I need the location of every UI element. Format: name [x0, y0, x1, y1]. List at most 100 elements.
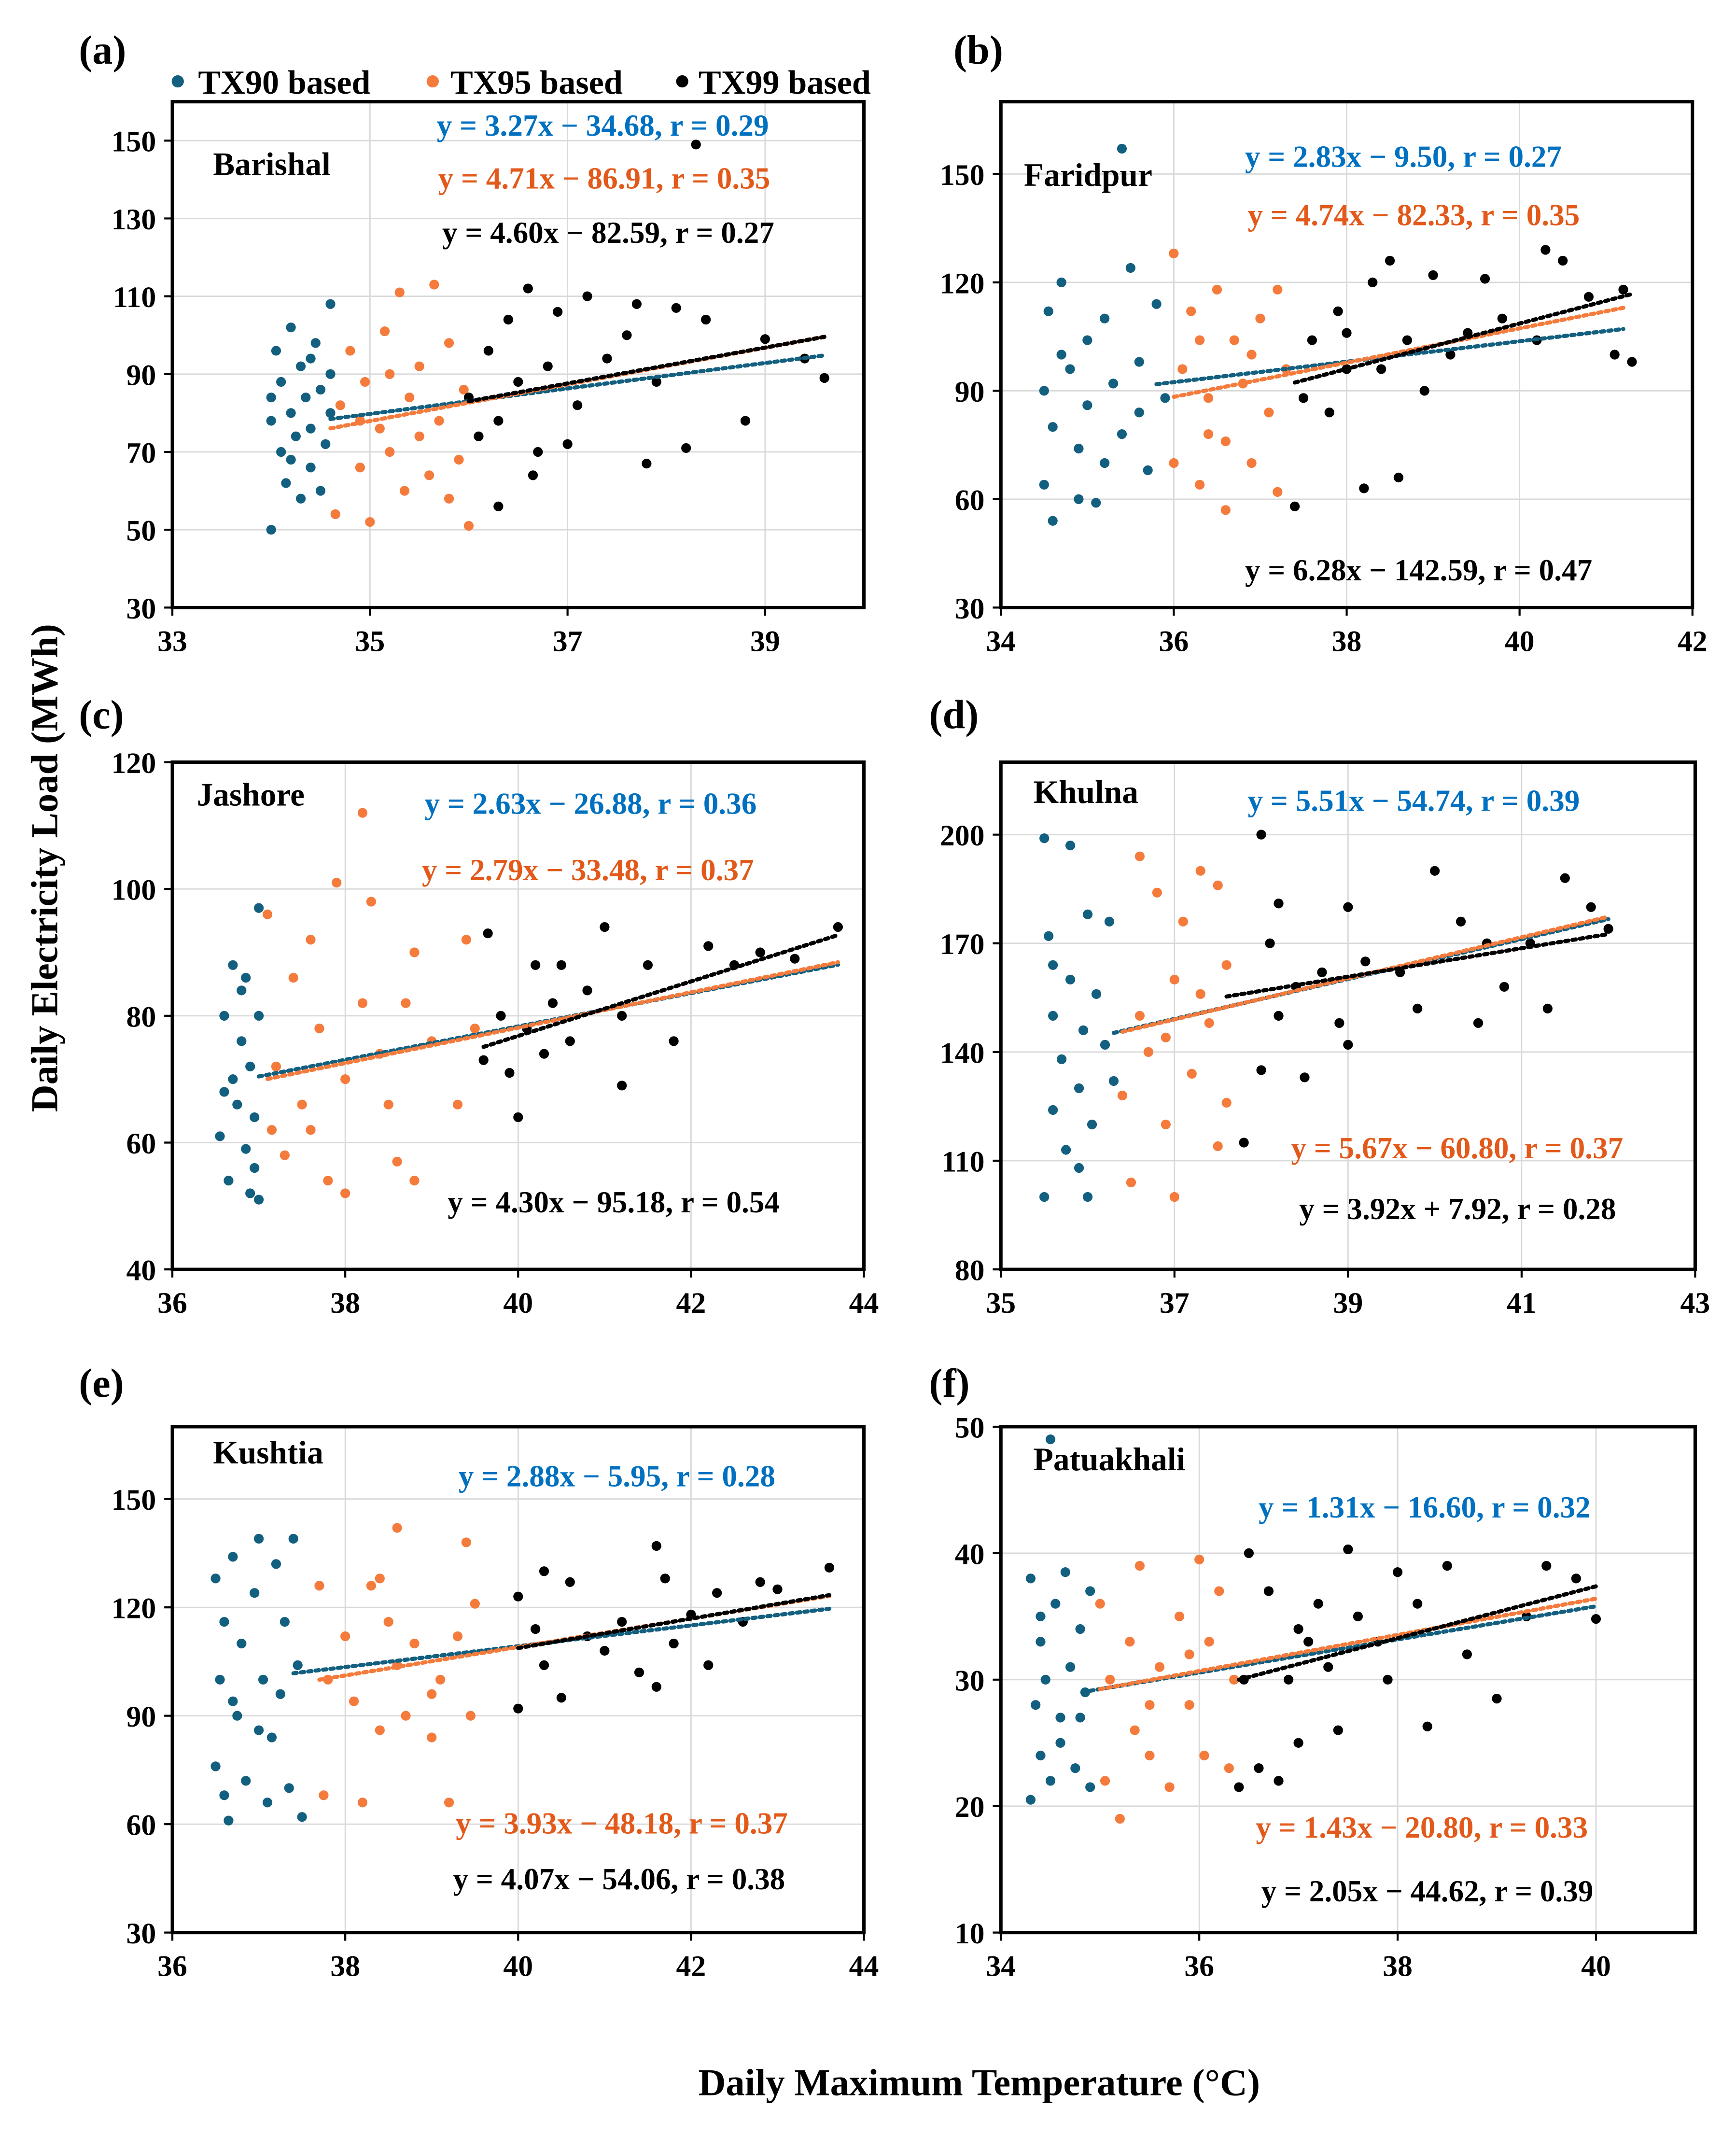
data-point [1203, 429, 1214, 439]
data-point [253, 1533, 264, 1544]
data-point [253, 1011, 264, 1021]
data-point [275, 1689, 285, 1699]
data-point [284, 1783, 294, 1793]
data-point [1050, 1599, 1061, 1609]
data-point [1392, 1567, 1403, 1577]
data-point [496, 1011, 506, 1021]
data-point [1627, 357, 1637, 367]
y-tick-label: 20 [955, 1791, 985, 1824]
data-point [228, 960, 238, 970]
data-point [1048, 960, 1058, 970]
data-point [1184, 1700, 1194, 1710]
data-point [340, 1074, 350, 1084]
data-point [701, 314, 711, 325]
data-point [392, 1156, 402, 1166]
data-point [474, 431, 484, 441]
data-point [539, 1049, 549, 1059]
data-point [271, 1061, 281, 1072]
data-point [493, 416, 504, 426]
data-point [271, 1559, 281, 1569]
station-title: Khulna [1034, 774, 1138, 810]
data-point [1195, 989, 1205, 999]
regression-equation: y = 1.31x − 16.60, r = 0.32 [1259, 1490, 1591, 1524]
data-point [1456, 916, 1466, 927]
data-point [375, 1574, 385, 1584]
regression-equation: y = 2.88x − 5.95, r = 0.28 [459, 1460, 775, 1493]
data-point [461, 935, 471, 945]
data-point [414, 361, 424, 371]
data-point [1497, 313, 1507, 323]
data-point [444, 338, 454, 348]
data-point [1246, 458, 1257, 468]
data-point [1195, 479, 1205, 490]
data-point [1558, 255, 1568, 266]
data-point [1095, 1599, 1105, 1609]
y-tick-label: 60 [955, 484, 985, 517]
data-point [642, 459, 652, 469]
data-point [1044, 931, 1054, 941]
data-point [703, 1660, 714, 1670]
data-point [250, 1588, 260, 1598]
data-point [297, 1812, 307, 1822]
data-point [1115, 1813, 1125, 1824]
data-point [671, 303, 681, 313]
data-point [1213, 1141, 1223, 1152]
data-point [210, 1761, 221, 1771]
data-point [528, 470, 538, 480]
data-point [1274, 1011, 1284, 1021]
data-point [1080, 1687, 1091, 1698]
data-point [1186, 306, 1196, 316]
x-axis-label: Daily Maximum Temperature (°C) [699, 2062, 1260, 2104]
panel-kushtia: 36 38 40 42 44 30 60 90 120 150 y = 2.88x − 5.95, … [79, 1361, 879, 1982]
data-point [503, 314, 513, 325]
data-point [253, 1725, 264, 1735]
data-point [444, 493, 454, 504]
data-point [1419, 386, 1429, 396]
panel-faridpur: 34 36 38 40 42 30 60 90 120 150 y = 2.83x − 9.50, … [940, 28, 1708, 658]
data-point [660, 1574, 670, 1584]
x-tick-label: 35 [986, 1287, 1016, 1320]
series-tx99-based [463, 140, 829, 511]
data-point [1263, 1586, 1274, 1596]
x-tick-label: 44 [849, 1287, 879, 1320]
regression-equation: y = 3.93x − 48.18, r = 0.37 [456, 1807, 788, 1841]
data-point [276, 447, 286, 457]
data-point [286, 455, 296, 465]
y-tick-label: 30 [955, 592, 985, 625]
data-point [513, 1591, 523, 1602]
data-point [427, 1732, 437, 1743]
data-point [1045, 1776, 1056, 1786]
regression-equation: y = 6.28x − 142.59, r = 0.47 [1245, 553, 1592, 587]
data-point [1204, 1637, 1214, 1647]
panel-label: (b) [953, 28, 1003, 73]
data-point [1126, 1177, 1136, 1188]
panel-label: (e) [79, 1361, 124, 1406]
data-point [1445, 350, 1456, 360]
y-tick-label: 120 [112, 747, 156, 780]
data-point [1542, 1003, 1553, 1013]
data-point [1134, 1011, 1145, 1021]
data-point [1385, 255, 1395, 266]
data-point [1039, 386, 1049, 396]
legend: TX90 based TX95 based TX99 based [171, 64, 871, 101]
data-point [1239, 1138, 1249, 1148]
data-point [314, 1581, 324, 1591]
trend-line [1098, 1596, 1598, 1691]
data-point [631, 299, 642, 309]
data-point [454, 455, 464, 465]
data-point [1151, 299, 1162, 309]
series-tx99-based [513, 1541, 835, 1714]
y-tick-label: 90 [126, 1700, 156, 1733]
data-point [651, 1541, 661, 1551]
data-point [224, 1176, 234, 1186]
data-point [1195, 335, 1205, 345]
data-point [228, 1552, 238, 1562]
data-point [434, 416, 444, 426]
data-point [366, 1581, 377, 1591]
data-point [1442, 1560, 1452, 1571]
data-point [600, 1645, 610, 1656]
data-point [314, 1024, 324, 1034]
data-point [1161, 1119, 1171, 1130]
data-point [315, 384, 326, 395]
